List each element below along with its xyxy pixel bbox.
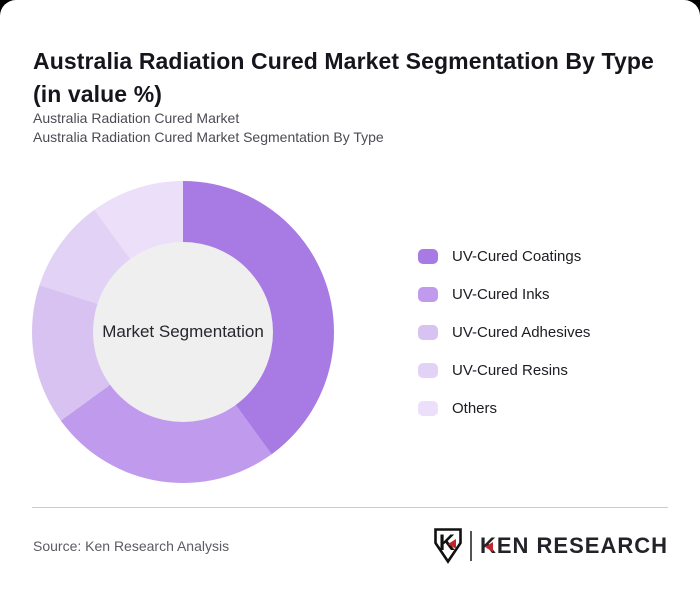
- legend-swatch-icon: [418, 286, 438, 302]
- ken-research-logo: K K EN RESEARCH: [433, 527, 668, 564]
- donut-center: Market Segmentation: [93, 242, 273, 422]
- legend-swatch-icon: [418, 400, 438, 416]
- legend-item-uv-cured-inks[interactable]: UV-Cured Inks: [418, 275, 590, 313]
- shield-outline-icon: [434, 528, 462, 564]
- ken-research-shield-icon: K: [433, 527, 463, 564]
- legend-label: UV-Cured Resins: [452, 361, 568, 379]
- logo-divider: [469, 530, 472, 561]
- legend-swatch-icon: [418, 362, 438, 378]
- shield-letter: K: [438, 530, 455, 555]
- legend-swatch-icon: [418, 248, 438, 264]
- red-arrow-icon: [484, 541, 493, 552]
- brand-name: K EN RESEARCH: [480, 533, 668, 559]
- legend-item-others[interactable]: Others: [418, 389, 590, 427]
- source-text: Source: Ken Research Analysis: [33, 538, 230, 554]
- subtitle-line-2: Australia Radiation Cured Market Segment…: [33, 129, 384, 145]
- legend-item-uv-cured-resins[interactable]: UV-Cured Resins: [418, 351, 590, 389]
- legend-label: UV-Cured Coatings: [452, 247, 582, 265]
- brand-rest: EN RESEARCH: [496, 532, 668, 558]
- footer-divider: [32, 507, 668, 508]
- page-title: Australia Radiation Cured Market Segment…: [33, 48, 654, 108]
- donut-ring[interactable]: Market Segmentation: [32, 181, 334, 483]
- legend-label: UV-Cured Inks: [452, 285, 550, 303]
- legend-item-uv-cured-adhesives[interactable]: UV-Cured Adhesives: [418, 313, 590, 351]
- legend-swatch-icon: [418, 324, 438, 340]
- legend-label: Others: [452, 399, 498, 417]
- donut-center-label: Market Segmentation: [102, 322, 264, 341]
- subtitle-line-1: Australia Radiation Cured Market: [33, 110, 240, 126]
- subtitle-block: Australia Radiation Cured Market Austral…: [33, 109, 384, 147]
- legend-label: UV-Cured Adhesives: [452, 323, 591, 341]
- legend-item-uv-cured-coatings[interactable]: UV-Cured Coatings: [418, 237, 590, 275]
- chart-legend: UV-Cured Coatings UV-Cured Inks UV-Cured…: [418, 237, 590, 427]
